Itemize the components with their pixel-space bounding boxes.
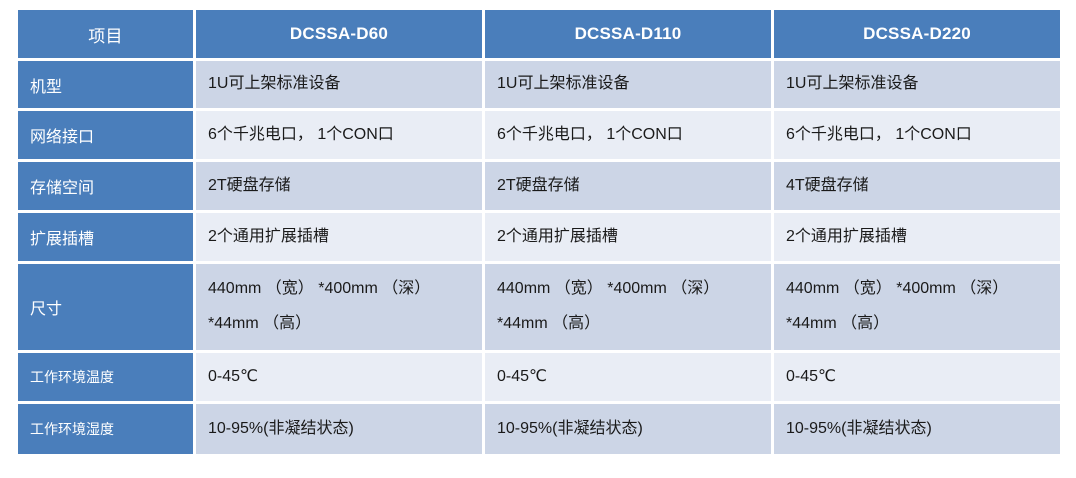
column-header-dcssa-d60: DCSSA-D60 <box>196 10 482 58</box>
row-label-storage-capacity: 存储空间 <box>18 162 193 210</box>
table-row: 扩展插槽 2个通用扩展插槽 2个通用扩展插槽 2个通用扩展插槽 <box>18 213 1060 261</box>
row-label-expansion-slot: 扩展插槽 <box>18 213 193 261</box>
column-header-dcssa-d220: DCSSA-D220 <box>774 10 1060 58</box>
row-label-chassis-type: 机型 <box>18 61 193 108</box>
cell-storage-capacity-d220: 4T硬盘存储 <box>774 162 1060 210</box>
cell-expansion-slot-d60: 2个通用扩展插槽 <box>196 213 482 261</box>
cell-operating-temperature-d60: 0-45℃ <box>196 353 482 401</box>
table-header-row: 项目 DCSSA-D60 DCSSA-D110 DCSSA-D220 <box>18 10 1060 58</box>
cell-operating-temperature-d110: 0-45℃ <box>485 353 771 401</box>
table-header: 项目 DCSSA-D60 DCSSA-D110 DCSSA-D220 <box>18 10 1060 58</box>
table-row: 工作环境温度 0-45℃ 0-45℃ 0-45℃ <box>18 353 1060 401</box>
column-header-dcssa-d110: DCSSA-D110 <box>485 10 771 58</box>
cell-network-interface-d220: 6个千兆电口， 1个CON口 <box>774 111 1060 159</box>
cell-operating-humidity-d60: 10-95%(非凝结状态) <box>196 404 482 454</box>
dimensions-line-2: *44mm （高） <box>208 315 312 332</box>
row-label-operating-humidity: 工作环境湿度 <box>18 404 193 454</box>
spec-table-container: 项目 DCSSA-D60 DCSSA-D110 DCSSA-D220 机型 1U… <box>18 10 1060 468</box>
cell-operating-temperature-d220: 0-45℃ <box>774 353 1060 401</box>
cell-storage-capacity-d60: 2T硬盘存储 <box>196 162 482 210</box>
cell-dimensions-d110: 440mm （宽） *400mm （深） *44mm （高） <box>485 264 771 350</box>
cell-network-interface-d110: 6个千兆电口， 1个CON口 <box>485 111 771 159</box>
cell-dimensions-d60: 440mm （宽） *400mm （深） *44mm （高） <box>196 264 482 350</box>
cell-dimensions-d220: 440mm （宽） *400mm （深） *44mm （高） <box>774 264 1060 350</box>
table-body: 机型 1U可上架标准设备 1U可上架标准设备 1U可上架标准设备 网络接口 6个… <box>18 61 1060 454</box>
cell-chassis-type-d220: 1U可上架标准设备 <box>774 61 1060 108</box>
product-spec-table: 项目 DCSSA-D60 DCSSA-D110 DCSSA-D220 机型 1U… <box>15 7 1063 457</box>
cell-chassis-type-d110: 1U可上架标准设备 <box>485 61 771 108</box>
cell-operating-humidity-d220: 10-95%(非凝结状态) <box>774 404 1060 454</box>
cell-expansion-slot-d220: 2个通用扩展插槽 <box>774 213 1060 261</box>
table-row: 网络接口 6个千兆电口， 1个CON口 6个千兆电口， 1个CON口 6个千兆电… <box>18 111 1060 159</box>
dimensions-line-1: 440mm （宽） *400mm （深） <box>786 280 1009 298</box>
table-row: 尺寸 440mm （宽） *400mm （深） *44mm （高） 440mm … <box>18 264 1060 350</box>
dimensions-line-2: *44mm （高） <box>786 315 890 332</box>
dimensions-line-2: *44mm （高） <box>497 315 601 332</box>
cell-operating-humidity-d110: 10-95%(非凝结状态) <box>485 404 771 454</box>
cell-storage-capacity-d110: 2T硬盘存储 <box>485 162 771 210</box>
row-label-dimensions: 尺寸 <box>18 264 193 350</box>
table-row: 存储空间 2T硬盘存储 2T硬盘存储 4T硬盘存储 <box>18 162 1060 210</box>
table-row: 工作环境湿度 10-95%(非凝结状态) 10-95%(非凝结状态) 10-95… <box>18 404 1060 454</box>
cell-chassis-type-d60: 1U可上架标准设备 <box>196 61 482 108</box>
row-label-network-interface: 网络接口 <box>18 111 193 159</box>
cell-expansion-slot-d110: 2个通用扩展插槽 <box>485 213 771 261</box>
cell-network-interface-d60: 6个千兆电口， 1个CON口 <box>196 111 482 159</box>
row-label-operating-temperature: 工作环境温度 <box>18 353 193 401</box>
dimensions-line-1: 440mm （宽） *400mm （深） <box>497 280 720 298</box>
dimensions-line-1: 440mm （宽） *400mm （深） <box>208 280 431 298</box>
column-header-item: 项目 <box>18 10 193 58</box>
table-row: 机型 1U可上架标准设备 1U可上架标准设备 1U可上架标准设备 <box>18 61 1060 108</box>
